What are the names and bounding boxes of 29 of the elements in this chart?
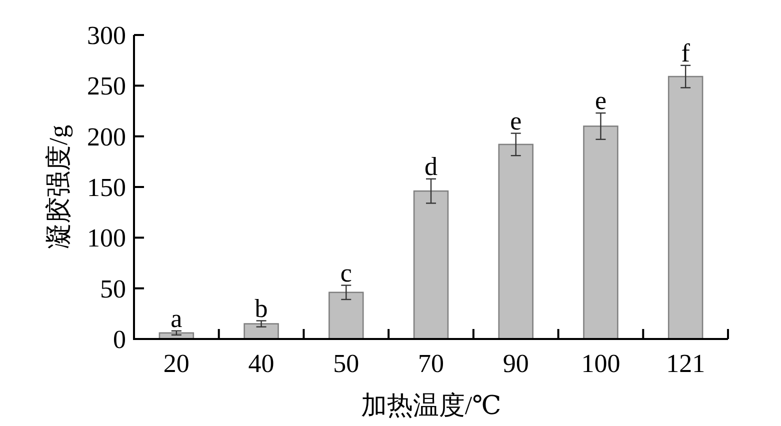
x-tick-label: 121: [666, 349, 706, 378]
x-tick-label: 100: [581, 349, 620, 378]
x-tick-label: 90: [502, 349, 529, 378]
x-tick-label: 40: [248, 349, 274, 378]
annotation: f: [681, 38, 690, 68]
annotation: e: [594, 86, 606, 116]
bar: [498, 144, 534, 340]
y-tick-label: 50: [100, 274, 126, 304]
y-tick-label: 300: [87, 21, 126, 50]
bar: [583, 126, 618, 340]
y-tick-label: 100: [87, 224, 126, 253]
y-tick-label: 250: [87, 72, 126, 101]
bar: [413, 190, 449, 340]
y-axis-title: 凝胶强度/g: [44, 124, 73, 250]
y-tick-label: 0: [113, 325, 126, 354]
annotation: e: [510, 106, 522, 136]
annotation: b: [254, 294, 268, 323]
y-tick-label: 200: [87, 122, 126, 152]
bar: [328, 292, 364, 340]
bar: [244, 323, 279, 340]
x-axis-title: 加热温度/℃: [360, 391, 502, 420]
annotation: d: [424, 152, 438, 181]
x-tick-label: 50: [333, 349, 360, 378]
annotation: a: [170, 304, 183, 333]
x-tick-label: 70: [418, 349, 444, 378]
y-tick-label: 150: [87, 173, 126, 202]
bar: [668, 76, 704, 340]
x-tick-label: 20: [163, 349, 190, 378]
annotation: c: [340, 258, 352, 288]
